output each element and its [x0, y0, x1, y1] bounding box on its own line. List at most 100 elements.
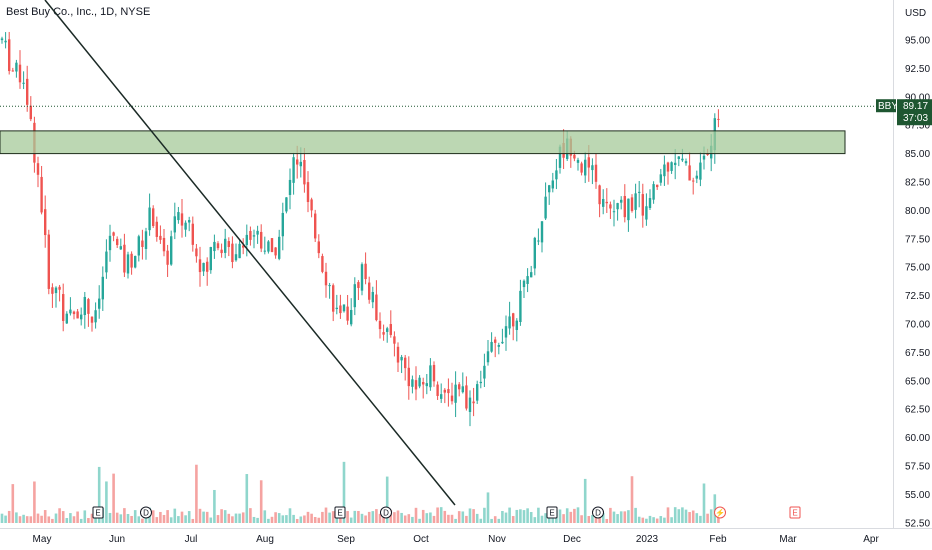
volume-bar	[166, 510, 169, 523]
volume-bar	[108, 512, 112, 523]
volume-bar	[706, 513, 709, 523]
volume-bar	[522, 510, 526, 523]
time-tick-label: 2023	[636, 534, 659, 545]
time-tick-label: Dec	[563, 534, 581, 545]
candle-body	[227, 241, 230, 247]
candle-body	[688, 165, 691, 181]
volume-bar	[533, 517, 537, 523]
candle-body	[461, 386, 464, 393]
volume-bar	[519, 509, 522, 523]
price-tick-label: 60.00	[905, 433, 930, 444]
volume-bar	[306, 511, 310, 523]
volume-bar	[691, 510, 695, 523]
volume-bar	[475, 513, 479, 523]
volume-bar	[274, 512, 277, 523]
volume-bar	[504, 512, 508, 523]
volume-bar	[119, 514, 123, 523]
trend-line[interactable]	[44, 0, 456, 506]
volume-bar	[425, 513, 429, 523]
volume-bar	[537, 507, 540, 523]
candle-body	[620, 199, 623, 203]
event-marker-split-icon[interactable]: ⚡	[714, 506, 726, 519]
candle-body	[623, 195, 626, 218]
volume-bar	[216, 515, 220, 523]
svg-text:E: E	[549, 509, 554, 518]
volume-bar	[288, 508, 292, 523]
candle-body	[515, 320, 518, 330]
resistance-zone[interactable]	[0, 130, 846, 155]
volume-bar	[191, 518, 195, 523]
candle-body	[494, 339, 497, 343]
volume-bar	[36, 513, 40, 523]
candle-body	[245, 234, 248, 246]
volume-bar	[209, 517, 213, 523]
volume-bar	[619, 511, 623, 523]
volume-bar	[277, 513, 281, 523]
event-marker-dividend[interactable]: D	[380, 506, 392, 519]
candle-body	[641, 194, 644, 216]
volume-bar	[270, 516, 274, 523]
candle-body	[332, 285, 335, 312]
candle-body	[8, 39, 11, 72]
volume-bar	[389, 509, 393, 523]
volume-bar	[303, 515, 306, 523]
candle-body	[353, 284, 356, 308]
price-tick-label: 62.50	[905, 405, 930, 416]
candle-body	[321, 256, 324, 272]
candle-body	[393, 336, 396, 344]
event-marker-earnings[interactable]: E	[546, 506, 558, 519]
event-marker-earnings[interactable]: E	[334, 506, 346, 519]
candle-body	[407, 367, 410, 387]
volume-bar	[526, 508, 529, 523]
candle-body	[663, 164, 666, 177]
candle-body	[512, 313, 515, 327]
volume-bar	[407, 514, 411, 523]
event-marker-earnings[interactable]: E	[92, 506, 104, 519]
event-marker-dividend[interactable]: D	[140, 506, 152, 519]
candle-body	[130, 253, 133, 268]
candle-body	[458, 384, 461, 390]
candle-body	[4, 40, 7, 43]
candle-body	[281, 212, 284, 237]
volume-bar	[702, 483, 706, 523]
candle-body	[584, 159, 587, 176]
candle-body	[436, 384, 439, 396]
volume-bar	[569, 511, 573, 523]
candle-body	[508, 316, 511, 329]
candle-body	[674, 162, 677, 166]
volume-bar	[310, 513, 313, 523]
volume-bar	[137, 516, 141, 523]
candle-body	[40, 176, 43, 213]
candle-body	[51, 287, 54, 294]
candle-body	[0, 38, 4, 41]
candle-body	[80, 314, 83, 320]
volume-bar	[195, 464, 198, 523]
volume-bar	[94, 517, 97, 523]
price-tick-label: 52.50	[905, 518, 930, 529]
volume-bar	[105, 481, 108, 523]
volume-bar	[360, 513, 364, 523]
candle-body	[357, 282, 360, 288]
volume-bar	[684, 509, 688, 523]
volume-bar	[562, 514, 565, 523]
volume-bar	[627, 510, 630, 523]
candle-body	[422, 382, 425, 385]
volume-bar	[83, 510, 87, 523]
price-tick-label: 72.50	[905, 291, 930, 302]
volume-bar	[544, 513, 547, 523]
candle-body	[368, 282, 371, 300]
event-marker-earnings-upcoming[interactable]: E	[789, 506, 801, 519]
volume-bar	[421, 509, 425, 523]
volume-bar	[540, 515, 544, 523]
volume-bar	[637, 516, 641, 523]
candle-body	[324, 271, 328, 286]
volume-bar	[346, 511, 349, 523]
candle-body	[476, 384, 479, 401]
event-marker-dividend[interactable]: D	[592, 506, 604, 519]
candle-body	[364, 263, 367, 280]
volume-bar	[177, 516, 180, 523]
candle-body	[472, 401, 475, 404]
candle-body	[648, 198, 652, 208]
volume-bar	[468, 508, 472, 523]
